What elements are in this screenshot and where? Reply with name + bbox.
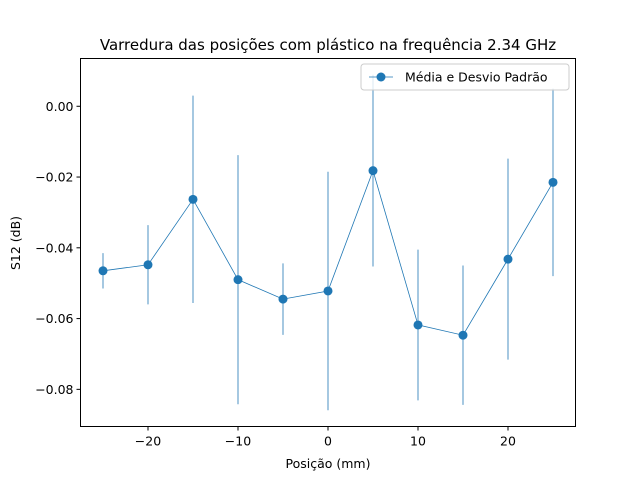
data-point bbox=[458, 330, 468, 340]
data-point bbox=[503, 254, 513, 264]
x-tick-label: −10 bbox=[225, 434, 251, 449]
y-tick-label: 0.00 bbox=[46, 99, 74, 114]
legend: Média e Desvio Padrão bbox=[360, 63, 570, 91]
data-point bbox=[188, 194, 198, 204]
y-tick-label: −0.04 bbox=[35, 240, 73, 255]
data-point bbox=[548, 177, 558, 187]
x-tick-label: −20 bbox=[135, 434, 161, 449]
x-tick-label: 0 bbox=[324, 434, 332, 449]
y-tick-label: −0.02 bbox=[35, 170, 73, 185]
data-point bbox=[413, 320, 423, 330]
legend-box bbox=[360, 63, 570, 91]
x-tick-label: 20 bbox=[500, 434, 516, 449]
y-tick-label: −0.06 bbox=[35, 311, 73, 326]
legend-marker bbox=[376, 72, 386, 82]
plot-area bbox=[98, 74, 558, 411]
data-point bbox=[143, 260, 153, 270]
data-point bbox=[278, 294, 288, 304]
x-tick-label: 10 bbox=[410, 434, 426, 449]
data-point bbox=[98, 266, 108, 276]
legend-label: Média e Desvio Padrão bbox=[405, 70, 548, 85]
data-point bbox=[368, 166, 378, 176]
data-point bbox=[323, 286, 333, 296]
chart-title: Varredura das posições com plástico na f… bbox=[100, 36, 556, 54]
y-tick-label: −0.08 bbox=[35, 382, 73, 397]
x-axis-title: Posição (mm) bbox=[286, 456, 371, 471]
y-axis-title: S12 (dB) bbox=[8, 216, 23, 270]
data-point bbox=[233, 275, 243, 285]
